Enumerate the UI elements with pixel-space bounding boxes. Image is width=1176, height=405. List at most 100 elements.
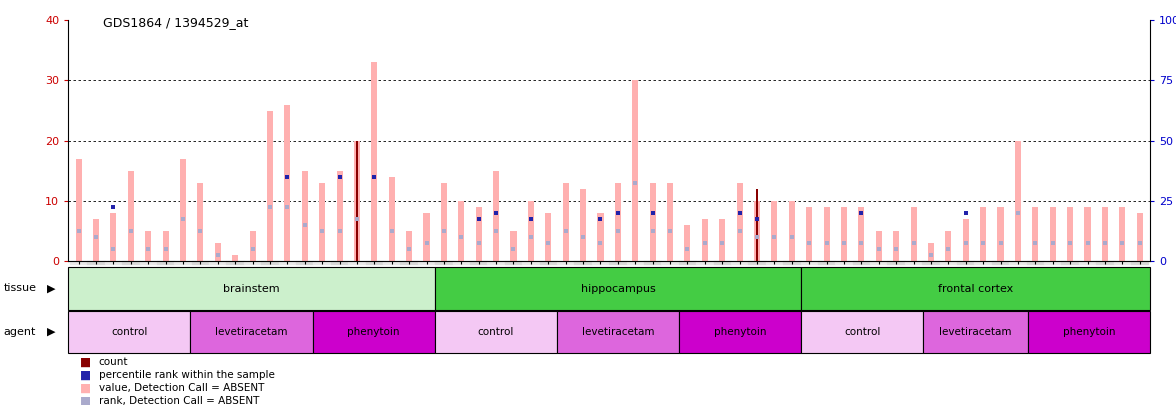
- Text: phenytoin: phenytoin: [1063, 327, 1115, 337]
- Text: control: control: [477, 327, 514, 337]
- Bar: [609, 261, 627, 264]
- Text: hippocampus: hippocampus: [581, 284, 655, 294]
- Bar: [1028, 311, 1150, 353]
- Bar: [696, 261, 714, 264]
- Bar: [823, 207, 829, 261]
- Bar: [835, 261, 853, 264]
- Bar: [1084, 207, 1090, 261]
- Bar: [145, 231, 152, 261]
- Bar: [736, 183, 743, 261]
- Text: value, Detection Call = ABSENT: value, Detection Call = ABSENT: [99, 384, 265, 393]
- Bar: [475, 207, 482, 261]
- Bar: [285, 104, 290, 261]
- Bar: [841, 207, 847, 261]
- Bar: [355, 141, 359, 261]
- Bar: [162, 231, 168, 261]
- Bar: [1131, 261, 1149, 264]
- Bar: [267, 111, 273, 261]
- Bar: [870, 261, 888, 264]
- Bar: [314, 261, 330, 264]
- Bar: [372, 62, 377, 261]
- Bar: [198, 183, 203, 261]
- Bar: [505, 261, 522, 264]
- Bar: [1033, 207, 1038, 261]
- Bar: [510, 231, 516, 261]
- Bar: [68, 267, 435, 310]
- Text: percentile rank within the sample: percentile rank within the sample: [99, 371, 275, 380]
- Bar: [1120, 207, 1125, 261]
- Bar: [1137, 213, 1143, 261]
- Bar: [243, 261, 261, 264]
- Bar: [546, 213, 552, 261]
- Bar: [1096, 261, 1114, 264]
- Bar: [574, 261, 592, 264]
- Bar: [562, 183, 569, 261]
- Text: control: control: [111, 327, 147, 337]
- Bar: [801, 261, 817, 264]
- Bar: [946, 231, 951, 261]
- Text: count: count: [99, 358, 128, 367]
- Text: ■: ■: [80, 369, 91, 382]
- Bar: [528, 201, 534, 261]
- Bar: [296, 261, 314, 264]
- Bar: [68, 311, 191, 353]
- Bar: [922, 261, 940, 264]
- Text: ■: ■: [80, 382, 91, 395]
- Bar: [1114, 261, 1131, 264]
- Bar: [720, 219, 726, 261]
- Bar: [1078, 261, 1096, 264]
- Bar: [1044, 261, 1062, 264]
- Bar: [441, 183, 447, 261]
- Bar: [756, 189, 759, 261]
- Bar: [957, 261, 975, 264]
- Bar: [771, 201, 777, 261]
- Bar: [487, 261, 505, 264]
- Bar: [128, 171, 134, 261]
- Bar: [910, 207, 916, 261]
- Bar: [470, 261, 487, 264]
- Bar: [209, 261, 227, 264]
- Text: agent: agent: [4, 327, 36, 337]
- Bar: [597, 213, 603, 261]
- Text: rank, Detection Call = ABSENT: rank, Detection Call = ABSENT: [99, 396, 259, 405]
- Bar: [789, 201, 795, 261]
- Bar: [336, 171, 342, 261]
- Bar: [330, 261, 348, 264]
- Bar: [522, 261, 540, 264]
- Bar: [87, 261, 105, 264]
- Bar: [140, 261, 156, 264]
- Bar: [105, 261, 122, 264]
- Bar: [923, 311, 1028, 353]
- Bar: [876, 231, 882, 261]
- Bar: [731, 261, 748, 264]
- Bar: [928, 243, 934, 261]
- Bar: [174, 261, 192, 264]
- Bar: [75, 159, 81, 261]
- Bar: [261, 261, 279, 264]
- Bar: [661, 261, 679, 264]
- Bar: [801, 311, 923, 353]
- Bar: [540, 261, 557, 264]
- Bar: [888, 261, 904, 264]
- Bar: [406, 231, 412, 261]
- Bar: [702, 219, 708, 261]
- Bar: [453, 261, 470, 264]
- Bar: [667, 183, 673, 261]
- Bar: [93, 219, 99, 261]
- Text: levetiracetam: levetiracetam: [215, 327, 288, 337]
- Bar: [783, 261, 801, 264]
- Bar: [417, 261, 435, 264]
- Bar: [801, 267, 1150, 310]
- Bar: [423, 213, 429, 261]
- Bar: [215, 243, 221, 261]
- Text: ▶: ▶: [47, 284, 55, 293]
- Text: frontal cortex: frontal cortex: [938, 284, 1014, 294]
- Bar: [1067, 207, 1074, 261]
- Bar: [156, 261, 174, 264]
- Bar: [249, 231, 255, 261]
- Bar: [389, 177, 395, 261]
- Text: control: control: [844, 327, 881, 337]
- Text: ■: ■: [80, 395, 91, 405]
- Bar: [714, 261, 731, 264]
- Text: phenytoin: phenytoin: [714, 327, 767, 337]
